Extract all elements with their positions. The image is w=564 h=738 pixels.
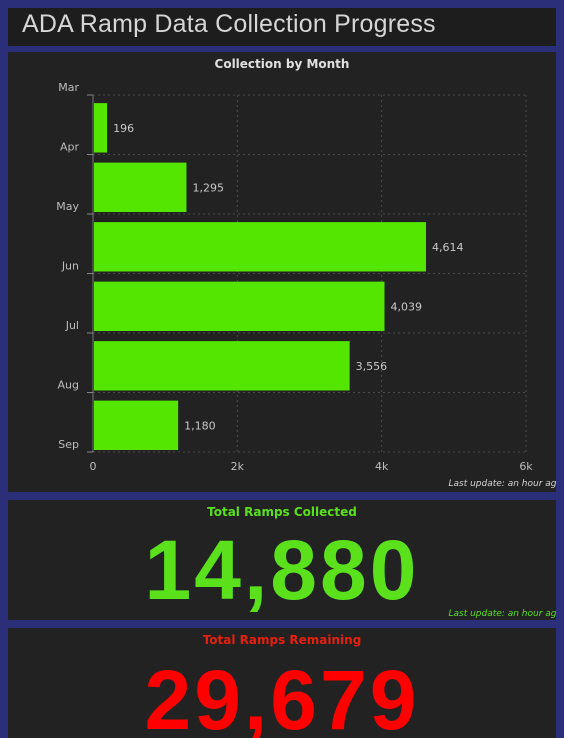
x-tick-label: 6k [519, 460, 533, 473]
remaining-value: 29,679 [144, 653, 420, 738]
chart-title: Collection by Month [214, 57, 350, 71]
y-tick-label: Jul [65, 319, 79, 332]
bar [94, 103, 108, 153]
y-tick-label: May [56, 200, 79, 213]
collected-last-update: Last update: an hour ago [448, 609, 556, 619]
collected-value: 14,880 [144, 523, 420, 617]
bar-chart: Mar Apr May Jun Jul Aug Sep 0 2k 4k 6k 196 1,295 4,61… [56, 81, 533, 473]
bar-value-label: 4,039 [390, 300, 422, 313]
bar-value-label: 1,295 [192, 181, 224, 194]
x-tick-label: 2k [231, 460, 245, 473]
bar [94, 400, 179, 450]
chart-panel: Collection by Month Mar Apr May Jun Jul Aug Se… [8, 52, 556, 492]
bar-value-label: 4,614 [432, 241, 464, 254]
y-tick-label: Mar [58, 81, 79, 94]
x-tick-label: 4k [375, 460, 389, 473]
bar [94, 162, 187, 212]
title-bar: ADA Ramp Data Collection Progress [8, 8, 556, 46]
collected-panel: Total Ramps Collected 14,880 Last update… [8, 500, 556, 620]
x-tick-label: 0 [90, 460, 97, 473]
bar-value-label: 3,556 [356, 360, 388, 373]
bar [94, 222, 426, 272]
bar [94, 341, 350, 391]
chart-last-update: Last update: an hour ago [448, 479, 556, 489]
bar [94, 281, 385, 331]
y-tick-label: Aug [58, 379, 79, 392]
y-tick-label: Apr [60, 141, 80, 154]
collected-title: Total Ramps Collected [207, 505, 357, 519]
bar-value-label: 196 [113, 122, 134, 135]
bar-value-label: 1,180 [184, 419, 216, 432]
remaining-title: Total Ramps Remaining [202, 633, 362, 647]
remaining-panel: Total Ramps Remaining 29,679 [8, 628, 556, 738]
dashboard-title: ADA Ramp Data Collection Progress [22, 10, 436, 38]
y-tick-label: Sep [58, 438, 79, 451]
y-tick-label: Jun [61, 260, 79, 273]
